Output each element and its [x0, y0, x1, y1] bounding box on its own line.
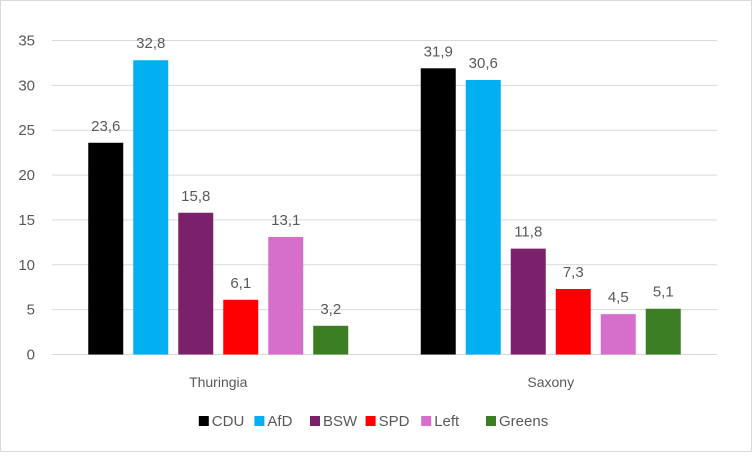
legend-label: SPD: [379, 413, 410, 430]
legend-label: Greens: [499, 413, 548, 430]
legend-swatch: [310, 416, 320, 426]
y-tick-label: 35: [18, 33, 35, 50]
legend-label: AfD: [267, 413, 292, 430]
data-label: 30,6: [469, 55, 498, 72]
x-tick-label: Thuringia: [189, 374, 248, 390]
data-label: 13,1: [271, 212, 300, 229]
legend-swatch: [421, 416, 432, 426]
legend-label: Left: [434, 413, 460, 430]
bar-left-thuringia: [268, 236, 304, 355]
legend: CDU AfD BSW SPD Left Greens: [198, 413, 548, 430]
bar-greens-saxony: [645, 308, 681, 355]
data-labels: 23,6 32,8 15,8 6,1 13,1 3,2 31,9 30,6 11,8 7,3 4,5…: [91, 35, 674, 318]
data-label: 6,1: [230, 275, 251, 292]
y-tick-label: 0: [27, 347, 35, 364]
bar-cdu-saxony: [420, 68, 456, 355]
legend-swatch: [254, 416, 265, 426]
bars: [88, 60, 681, 355]
data-label: 32,8: [136, 35, 165, 52]
bar-bsw-saxony: [510, 248, 546, 355]
legend-item-greens: Greens: [486, 413, 548, 430]
y-axis-ticks: 0 5 10 15 20 25 30 35: [18, 33, 35, 364]
data-label: 11,8: [514, 224, 542, 241]
bar-afd-saxony: [465, 79, 501, 355]
bar-afd-thuringia: [133, 60, 169, 355]
legend-item-afd: AfD: [254, 413, 293, 430]
x-tick-label: Saxony: [527, 374, 574, 390]
legend-item-bsw: BSW: [310, 413, 358, 430]
legend-item-left: Left: [421, 413, 460, 430]
legend-item-cdu: CDU: [198, 413, 245, 430]
y-tick-label: 15: [18, 212, 35, 229]
data-label: 7,3: [563, 264, 584, 281]
bar-left-saxony: [600, 314, 636, 355]
y-tick-label: 25: [18, 122, 35, 139]
y-tick-label: 20: [18, 167, 35, 184]
bar-spd-saxony: [555, 289, 591, 355]
y-tick-label: 5: [27, 302, 35, 319]
bar-greens-thuringia: [313, 325, 349, 355]
data-label: 4,5: [608, 289, 629, 306]
y-tick-label: 30: [18, 77, 35, 94]
data-label: 3,2: [320, 301, 341, 318]
x-axis-labels: Thuringia Saxony: [189, 374, 574, 390]
data-label: 15,8: [181, 188, 210, 205]
legend-label: BSW: [323, 413, 358, 430]
data-label: 5,1: [653, 284, 674, 301]
legend-swatch: [486, 416, 496, 426]
legend-swatch: [198, 416, 209, 426]
data-label: 31,9: [424, 43, 453, 60]
y-tick-label: 10: [18, 257, 35, 274]
legend-label: CDU: [212, 413, 245, 430]
bar-bsw-thuringia: [178, 212, 214, 355]
legend-item-spd: SPD: [365, 413, 410, 430]
legend-swatch: [365, 416, 376, 426]
bar-cdu-thuringia: [88, 142, 124, 355]
bar-spd-thuringia: [223, 299, 259, 355]
data-label: 23,6: [91, 118, 120, 135]
